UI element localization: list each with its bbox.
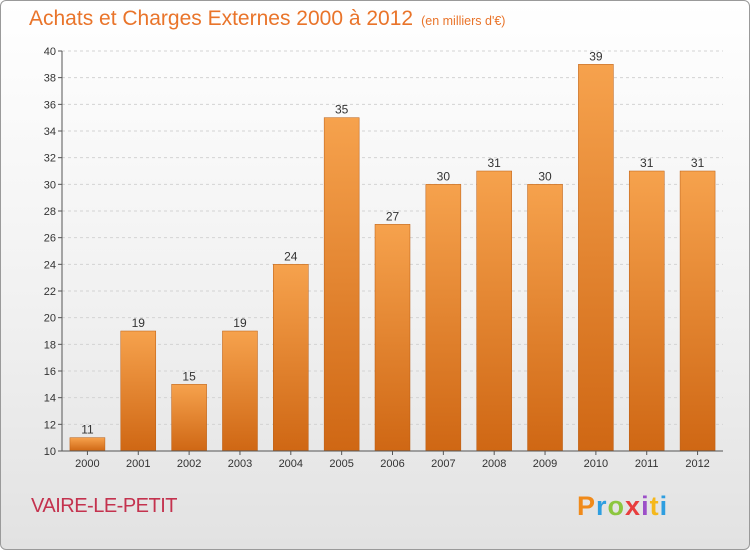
bars: 11 19 15 19 24 35 27 30 31 30 39 31 31 [69,49,716,452]
bar-value-label: 15 [182,369,196,383]
bar-value-label: 35 [335,103,349,117]
bar [425,184,462,452]
logo-letter: i [659,491,669,521]
bar-value-label: 27 [386,209,400,223]
x-tick-label: 2000 [75,458,99,470]
y-tick-label: 28 [44,206,56,218]
logo-letter: i [641,491,650,521]
bar-value-label: 30 [437,169,451,183]
x-tick-label: 2002 [177,458,201,470]
y-tick-label: 34 [44,126,56,138]
y-tick-label: 14 [44,393,56,405]
y-tick-label: 32 [44,153,56,165]
bar [171,384,207,452]
y-tick-label: 22 [44,286,56,298]
logo-letter: o [607,491,626,521]
y-tick-label: 16 [44,366,56,378]
bar [69,437,106,452]
y-tick-label: 24 [44,259,56,271]
bar-value-label: 30 [538,169,552,183]
x-tick-label: 2012 [685,458,709,470]
bar [273,264,309,452]
proxiti-logo: Proxiti [577,491,668,522]
bar [222,330,258,452]
y-tick-label: 18 [44,339,56,351]
y-tick-label: 20 [44,313,56,325]
place-name: VAIRE-LE-PETIT [31,495,178,517]
y-tick-label: 26 [44,233,56,245]
y-tick-label: 38 [44,73,56,85]
bar [578,64,614,452]
bar [323,117,360,452]
bar-value-label: 31 [691,156,705,170]
x-tick-label: 2011 [635,458,659,470]
logo-letter: x [625,491,642,521]
bar [120,330,157,452]
x-tick-label: 2008 [482,458,506,470]
chart-title-text: Achats et Charges Externes 2000 à 2012 [29,7,414,30]
x-tick-label: 2006 [380,458,404,470]
bar-value-label: 11 [81,423,94,437]
x-tick-label: 2001 [126,458,150,470]
x-tick-label: 2004 [279,458,303,470]
bar-value-label: 19 [132,316,146,330]
axes: 10 12 14 16 18 20 22 24 26 28 30 32 34 36 38 40 2000 2001… [44,46,723,470]
x-tick-label: 2003 [228,458,252,470]
y-tick-label: 10 [44,446,56,458]
x-tick-label: 2010 [584,458,608,470]
y-tick-label: 12 [44,419,56,431]
bar [679,170,716,452]
bar [628,170,665,452]
logo-letter: t [649,491,660,521]
bar-value-label: 39 [589,49,603,63]
logo-letter: r [596,491,608,521]
bar-value-label: 31 [488,156,502,170]
bar-value-label: 19 [233,316,247,330]
y-tick-label: 40 [44,46,56,58]
bar-value-label: 31 [640,156,654,170]
bar [476,170,512,452]
bar [374,224,411,452]
x-tick-label: 2007 [431,458,455,470]
y-tick-label: 30 [44,179,56,191]
x-tick-label: 2009 [533,458,557,470]
y-tick-label: 36 [44,99,56,111]
chart-subtitle: (en milliers d'€) [421,14,506,28]
bar-value-label: 24 [284,249,298,263]
logo-letter: P [577,491,597,521]
bar [527,184,563,452]
chart-title: Achats et Charges Externes 2000 à 2012 (e… [29,7,505,31]
x-tick-label: 2005 [329,458,353,470]
